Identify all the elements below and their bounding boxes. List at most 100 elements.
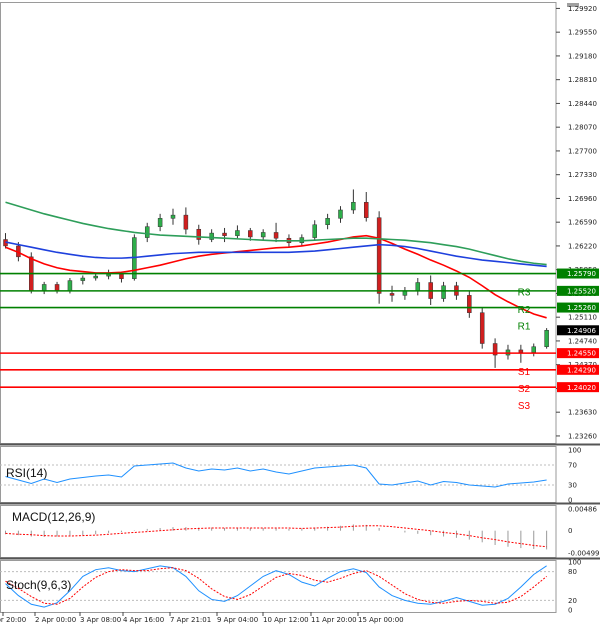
- time-label: 10 Apr 12:00: [263, 616, 309, 624]
- price-tick-label: 1.28810: [568, 76, 597, 84]
- price-tick-label: 1.27330: [568, 171, 597, 179]
- price-tick-label: 1.27700: [568, 147, 597, 155]
- stoch-label: Stoch(9,6,3): [6, 578, 71, 592]
- candle-body: [312, 224, 317, 238]
- macd-tick-label: -0.004999: [568, 549, 600, 557]
- candle-body: [222, 232, 227, 236]
- macd-tick-label: 0: [568, 527, 572, 535]
- level-price-label: 1.25260: [567, 304, 596, 312]
- rsi-tick-label: 30: [568, 482, 577, 490]
- time-label: 3 Apr 08:00: [80, 616, 121, 624]
- level-price-label: 1.25520: [567, 287, 596, 295]
- price-tick-label: 1.29180: [568, 52, 597, 60]
- rsi-tick-label: 100: [568, 447, 581, 455]
- candle-body: [93, 275, 98, 279]
- level-price-badge: [557, 348, 599, 359]
- macd-signal-line: [5, 525, 547, 548]
- candle-body: [351, 202, 356, 211]
- candle-body: [544, 330, 549, 347]
- candle-body: [183, 214, 189, 230]
- candle-body: [80, 277, 86, 281]
- candle-body: [467, 295, 472, 313]
- price-tick-label: 1.29920: [568, 5, 597, 13]
- price-tick-label: 1.26960: [568, 195, 597, 203]
- price-tick-label: 1.25110: [568, 314, 597, 322]
- price-tick-label: 1.24740: [568, 337, 597, 345]
- candle-body: [209, 232, 214, 240]
- stoch-signal-line: [5, 567, 547, 605]
- level-price-label: 1.24020: [567, 384, 596, 392]
- candle-body: [106, 273, 111, 277]
- stoch-tick-label: 80: [568, 568, 577, 576]
- candle-body: [518, 349, 524, 353]
- candle-body: [338, 209, 343, 219]
- time-label: 4 Apr 16:00: [123, 616, 164, 624]
- price-tick-label: 1.28440: [568, 100, 597, 108]
- time-label: 7 Apr 21:01: [170, 616, 211, 624]
- candle-body: [144, 226, 150, 238]
- rsi-label: RSI(14): [6, 466, 47, 480]
- rsi-tick-label: 0: [568, 497, 572, 505]
- candle-body: [41, 284, 47, 292]
- rsi-line: [5, 462, 547, 488]
- candle-body: [376, 217, 382, 294]
- level-price-badge: [557, 285, 599, 296]
- price-tick-label: 1.23260: [568, 432, 597, 440]
- level-price-badge: [557, 364, 599, 375]
- stoch-tick-label: 0: [568, 607, 572, 615]
- candle-body: [157, 218, 163, 227]
- level-name-r1: R1: [518, 322, 531, 333]
- moving-average-line: [5, 241, 547, 268]
- candle-body: [119, 273, 124, 279]
- level-price-label: 1.24290: [567, 366, 596, 374]
- macd-tick-label: 0.00486: [568, 506, 597, 514]
- price-tick-label: 1.26590: [568, 219, 597, 227]
- candle-body: [415, 282, 421, 292]
- candle-body: [170, 214, 176, 219]
- time-label: 15 Apr 00:00: [358, 616, 404, 624]
- time-label: 9 Apr 04:00: [217, 616, 258, 624]
- level-name-s2: S2: [518, 384, 531, 395]
- stoch-panel-frame: [0, 560, 557, 613]
- candle-body: [67, 280, 73, 292]
- level-price-label: 1.24550: [567, 350, 596, 358]
- candle-body: [54, 284, 60, 292]
- level-name-s3: S3: [518, 401, 531, 412]
- stoch-tick-label: 20: [568, 597, 577, 605]
- level-price-badge: [557, 268, 599, 279]
- candle-body: [364, 202, 369, 218]
- level-name-s1: S1: [518, 367, 531, 378]
- candle-body: [531, 346, 536, 353]
- level-name-r3: R3: [518, 288, 531, 299]
- level-price-label: 1.25790: [567, 270, 596, 278]
- candle-body: [260, 232, 266, 238]
- level-price-badge: [557, 382, 599, 393]
- moving-average-line: [5, 201, 547, 266]
- price-tick-label: 1.23630: [568, 409, 597, 417]
- candle-body: [196, 228, 202, 240]
- candle-body: [492, 343, 498, 356]
- stoch-tick-label: 100: [568, 559, 581, 567]
- current-price-badge: [557, 325, 599, 336]
- rsi-panel-frame: [0, 446, 557, 503]
- stoch-main-line: [5, 565, 547, 608]
- level-price-badge: [557, 302, 599, 313]
- time-label: 1 Apr 20:00: [0, 616, 26, 624]
- candle-body: [325, 218, 330, 225]
- candle-body: [235, 230, 240, 236]
- candle-body: [479, 312, 485, 344]
- price-tick-label: 1.29550: [568, 29, 597, 37]
- corner-marker: [567, 3, 579, 7]
- macd-label: MACD(12,26,9): [12, 510, 95, 524]
- current-price-label: 1.24906: [567, 327, 596, 335]
- candle-body: [441, 285, 446, 299]
- price-tick-label: 1.28070: [568, 124, 597, 132]
- time-label: 11 Apr 20:00: [311, 616, 357, 624]
- candle-body: [248, 230, 253, 238]
- time-label: 2 Apr 00:00: [35, 616, 76, 624]
- price-tick-label: 1.26220: [568, 242, 597, 250]
- rsi-tick-label: 70: [568, 462, 577, 470]
- candle-body: [273, 232, 279, 239]
